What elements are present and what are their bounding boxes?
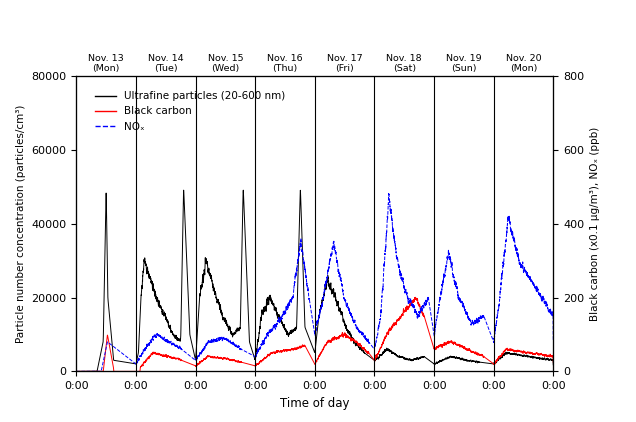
Y-axis label: Particle number concentration (particles/cm³): Particle number concentration (particles… xyxy=(16,105,26,343)
Black carbon xyxy=(401,308,408,314)
Ultrafine particles (20-600 nm) xyxy=(495,356,503,361)
Y-axis label: Black carbon (x0.1 μg/m³), NOₓ (ppb): Black carbon (x0.1 μg/m³), NOₓ (ppb) xyxy=(590,127,600,321)
Ultrafine particles (20-600 nm) xyxy=(172,334,180,339)
Ultrafine particles (20-600 nm) xyxy=(130,361,138,366)
Black carbon xyxy=(130,369,138,374)
Black carbon xyxy=(377,345,384,350)
Black carbon xyxy=(268,350,276,355)
NOₓ xyxy=(130,360,138,365)
Legend: Ultrafine particles (20-600 nm), Black carbon, NOₓ: Ultrafine particles (20-600 nm), Black c… xyxy=(91,87,290,136)
Black carbon xyxy=(411,295,419,300)
Ultrafine particles (20-600 nm) xyxy=(401,355,408,360)
Line: NOₓ: NOₓ xyxy=(76,194,553,371)
Line: Ultrafine particles (20-600 nm): Ultrafine particles (20-600 nm) xyxy=(76,190,553,371)
Ultrafine particles (20-600 nm) xyxy=(269,300,277,305)
Black carbon xyxy=(73,369,80,374)
NOₓ xyxy=(550,338,557,343)
X-axis label: Time of day: Time of day xyxy=(280,397,350,410)
Black carbon xyxy=(550,360,557,365)
Ultrafine particles (20-600 nm) xyxy=(73,369,80,374)
Black carbon xyxy=(172,356,180,361)
NOₓ xyxy=(73,369,80,374)
Line: Black carbon: Black carbon xyxy=(76,297,553,371)
Ultrafine particles (20-600 nm) xyxy=(180,188,188,193)
NOₓ xyxy=(495,303,503,308)
Ultrafine particles (20-600 nm) xyxy=(550,362,557,367)
NOₓ xyxy=(385,191,392,196)
NOₓ xyxy=(172,343,180,348)
NOₓ xyxy=(268,327,276,333)
Ultrafine particles (20-600 nm) xyxy=(377,352,384,357)
NOₓ xyxy=(401,285,408,290)
NOₓ xyxy=(377,316,384,322)
Black carbon xyxy=(495,354,503,360)
